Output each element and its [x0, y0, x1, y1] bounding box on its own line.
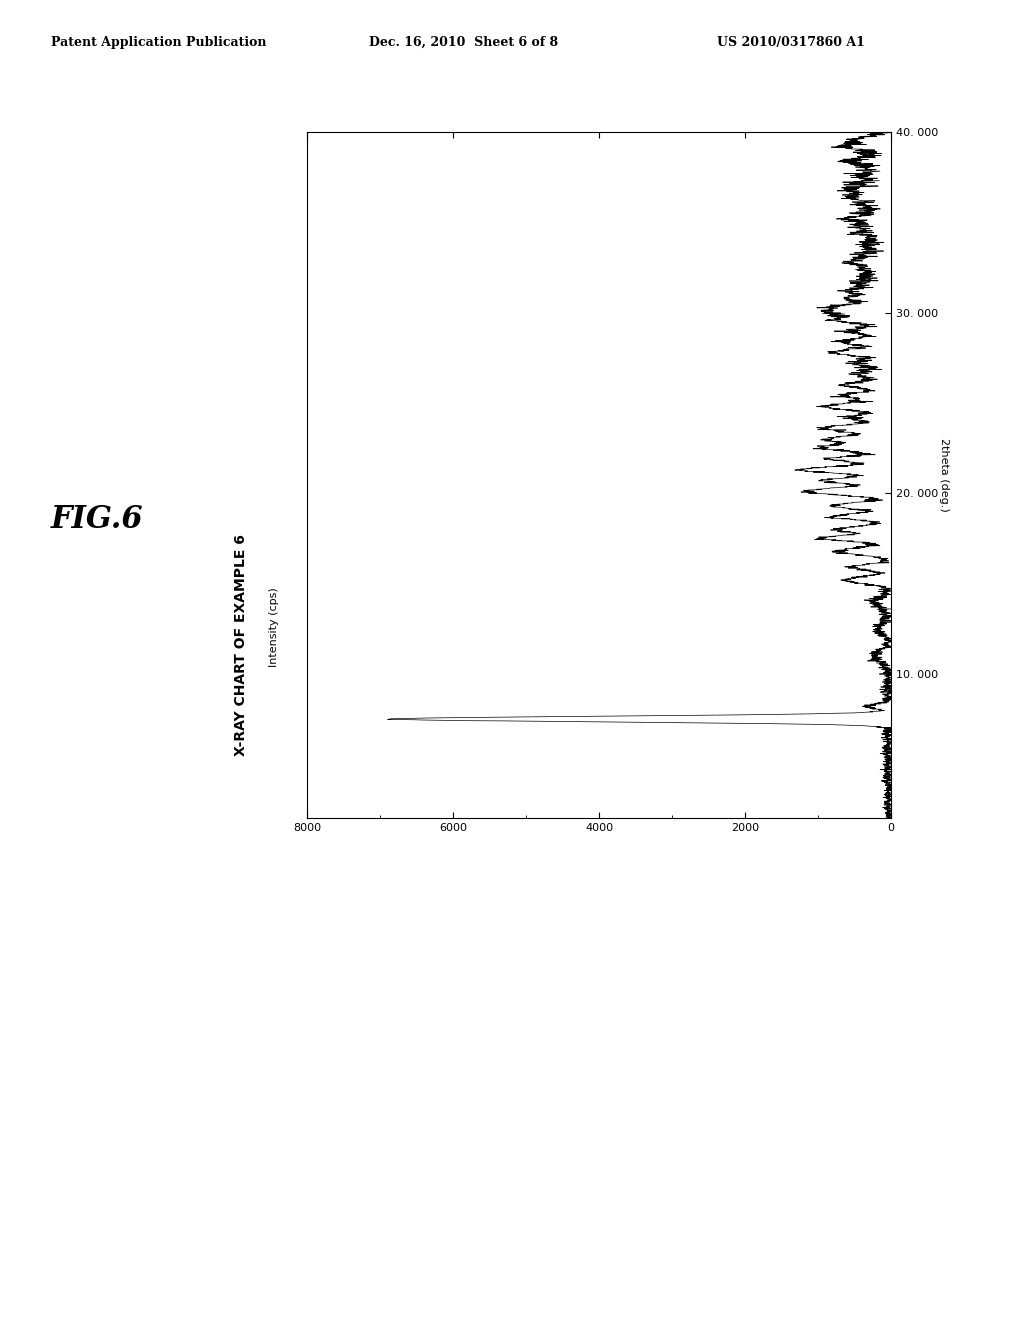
Text: FIG.6: FIG.6	[51, 504, 143, 535]
Text: Intensity (cps): Intensity (cps)	[269, 587, 280, 667]
Text: US 2010/0317860 A1: US 2010/0317860 A1	[717, 36, 864, 49]
Y-axis label: 2theta (deg.): 2theta (deg.)	[939, 438, 949, 512]
Text: X-RAY CHART OF EXAMPLE 6: X-RAY CHART OF EXAMPLE 6	[233, 535, 248, 756]
Text: Dec. 16, 2010  Sheet 6 of 8: Dec. 16, 2010 Sheet 6 of 8	[369, 36, 558, 49]
Text: Patent Application Publication: Patent Application Publication	[51, 36, 266, 49]
